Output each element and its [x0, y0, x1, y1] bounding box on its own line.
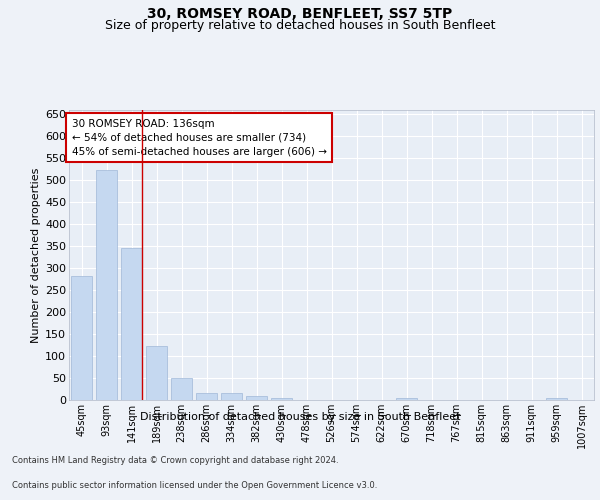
- Bar: [221, 394, 242, 400]
- Text: 30, ROMSEY ROAD, BENFLEET, SS7 5TP: 30, ROMSEY ROAD, BENFLEET, SS7 5TP: [148, 8, 452, 22]
- Bar: [246, 396, 267, 400]
- Bar: [271, 398, 292, 400]
- Bar: [546, 398, 567, 400]
- Bar: [121, 248, 142, 400]
- Bar: [196, 393, 217, 400]
- Text: Contains HM Land Registry data © Crown copyright and database right 2024.: Contains HM Land Registry data © Crown c…: [12, 456, 338, 465]
- Bar: [71, 276, 92, 400]
- Bar: [146, 346, 167, 400]
- Text: 30 ROMSEY ROAD: 136sqm
← 54% of detached houses are smaller (734)
45% of semi-de: 30 ROMSEY ROAD: 136sqm ← 54% of detached…: [71, 118, 326, 156]
- Bar: [171, 378, 192, 400]
- Bar: [96, 170, 117, 400]
- Text: Size of property relative to detached houses in South Benfleet: Size of property relative to detached ho…: [105, 19, 495, 32]
- Text: Contains public sector information licensed under the Open Government Licence v3: Contains public sector information licen…: [12, 481, 377, 490]
- Bar: [396, 398, 417, 400]
- Text: Distribution of detached houses by size in South Benfleet: Distribution of detached houses by size …: [140, 412, 460, 422]
- Y-axis label: Number of detached properties: Number of detached properties: [31, 168, 41, 342]
